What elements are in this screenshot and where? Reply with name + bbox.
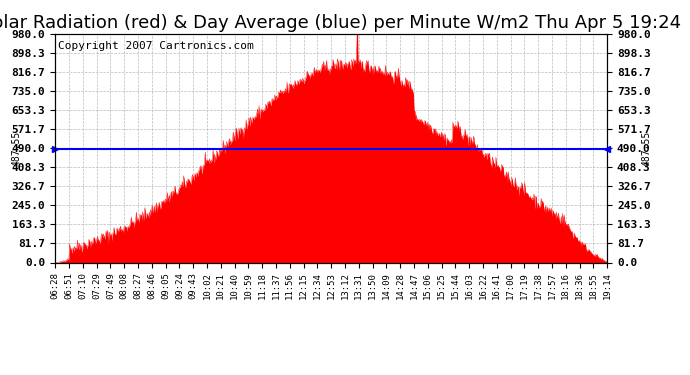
Text: 487.55: 487.55	[641, 131, 651, 166]
Text: Copyright 2007 Cartronics.com: Copyright 2007 Cartronics.com	[58, 40, 254, 51]
Text: 487.55: 487.55	[11, 131, 21, 166]
Title: Solar Radiation (red) & Day Average (blue) per Minute W/m2 Thu Apr 5 19:24: Solar Radiation (red) & Day Average (blu…	[0, 14, 681, 32]
